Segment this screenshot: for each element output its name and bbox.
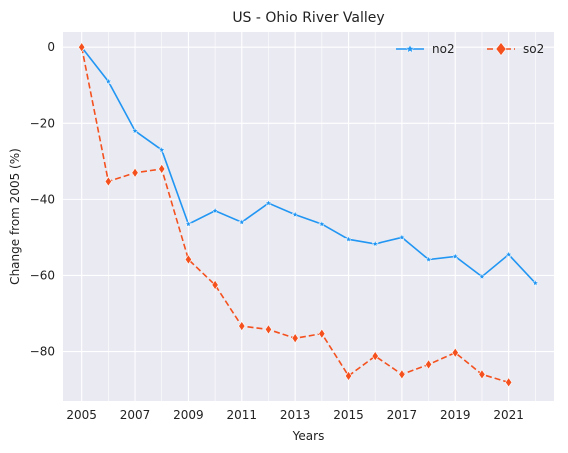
y-tick-label: −60 (30, 268, 55, 282)
y-axis-title: Change from 2005 (%) (8, 148, 22, 285)
x-tick-label: 2005 (66, 408, 97, 422)
no2-point (504, 250, 513, 258)
no2-point (371, 239, 380, 248)
so2-point (451, 347, 459, 358)
so2-point (78, 42, 86, 53)
y-tick-label: 0 (47, 40, 55, 54)
legend-label: so2 (523, 42, 544, 56)
plot-area (63, 32, 554, 401)
so2-point (495, 42, 507, 56)
x-tick-label: 2013 (280, 408, 311, 422)
so2-point (211, 279, 219, 291)
no2-point (398, 233, 406, 241)
no2-point (451, 252, 460, 260)
so2-point (238, 320, 246, 332)
no2-point (104, 77, 113, 85)
so2-point (184, 254, 192, 265)
no2-point (424, 255, 433, 263)
no2-point (157, 145, 166, 154)
no2-point (478, 272, 486, 280)
no2-point (184, 220, 193, 228)
legend-item-so2: so2 (487, 42, 544, 56)
so2-point (505, 377, 513, 388)
so2-point (318, 328, 326, 339)
chart-title: US - Ohio River Valley (232, 10, 384, 26)
so2-point (425, 359, 433, 370)
x-tick-label: 2007 (120, 408, 151, 422)
so2-point (104, 176, 112, 187)
tick-labels: 2005 2007 2009 2011 2013 2015 2017 2019 2021 0 −20… (30, 40, 524, 422)
legend-label: no2 (432, 42, 455, 56)
legend-item-no2: no2 (396, 42, 455, 56)
no2-point (131, 126, 139, 135)
so2-point (291, 333, 299, 344)
x-tick-label: 2009 (173, 408, 204, 422)
so2-point (264, 324, 273, 335)
x-tick-label: 2019 (440, 408, 471, 422)
y-tick-label: −80 (30, 345, 55, 359)
legend: no2 so2 (396, 42, 544, 56)
so2-point (478, 369, 486, 380)
so2-point (131, 167, 139, 178)
x-tick-label: 2015 (333, 408, 364, 422)
no2-point (291, 210, 299, 218)
so2-point (344, 370, 353, 382)
no2-line (81, 46, 536, 284)
x-axis-title: Years (292, 429, 325, 443)
series (77, 42, 540, 388)
so2-point (158, 163, 166, 175)
so2-point (398, 369, 406, 380)
no2-point (318, 220, 326, 228)
no2-point (405, 43, 415, 54)
no2-point (344, 235, 353, 243)
x-tick-label: 2011 (227, 408, 258, 422)
no2-point (264, 199, 273, 207)
x-tick-label: 2017 (387, 408, 418, 422)
series-so2 (78, 42, 513, 388)
so2-point (371, 350, 379, 362)
y-tick-label: −40 (30, 192, 55, 206)
no2-point (211, 206, 219, 215)
x-tick-label: 2021 (493, 408, 524, 422)
y-tick-label: −20 (30, 116, 55, 130)
no2-point (237, 218, 246, 226)
no2-point (531, 279, 540, 287)
